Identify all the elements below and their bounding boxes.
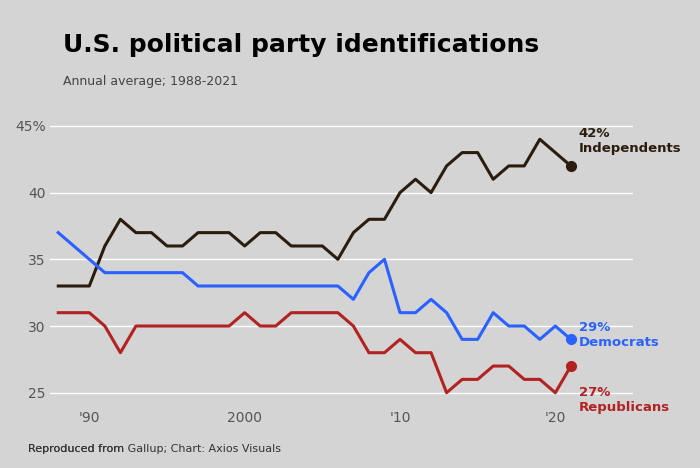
Text: Annual average; 1988-2021: Annual average; 1988-2021 bbox=[63, 75, 238, 88]
Text: 27%
Republicans: 27% Republicans bbox=[579, 386, 670, 414]
Text: Reproduced from Gallup; Chart: Axios Visuals: Reproduced from Gallup; Chart: Axios Vis… bbox=[28, 444, 281, 454]
Text: U.S. political party identifications: U.S. political party identifications bbox=[63, 33, 539, 57]
Text: Reproduced from: Reproduced from bbox=[28, 444, 127, 454]
Text: 29%
Democrats: 29% Democrats bbox=[579, 322, 659, 349]
Text: 42%
Independents: 42% Independents bbox=[579, 127, 681, 155]
